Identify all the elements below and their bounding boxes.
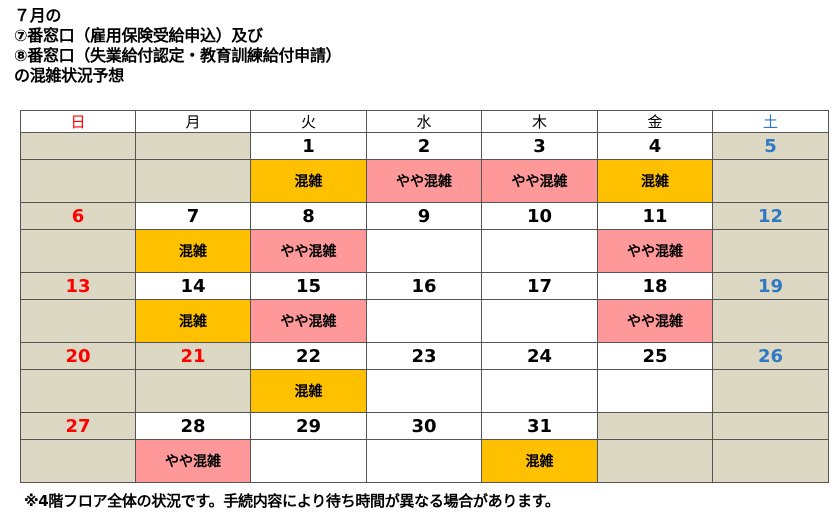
status-cell: [250, 439, 367, 483]
week-4-status-row: 混雑: [20, 369, 829, 413]
status-cell: [20, 229, 136, 273]
title-line-4: の混雑状況予想: [14, 66, 124, 85]
date-cell: 18: [597, 272, 713, 300]
status-busy: 混雑: [250, 159, 367, 203]
status-cell: [135, 159, 251, 203]
page-title: ７月の ⑦番窓口（雇用保険受給申込）及び ⑧番窓口（失業給付認定・教育訓練給付申…: [14, 6, 342, 86]
status-cell: [481, 229, 598, 273]
status-busy: 混雑: [250, 369, 367, 413]
date-cell: 2: [366, 132, 482, 160]
date-cell: [597, 412, 713, 440]
date-cell: 13: [20, 272, 136, 300]
date-cell: [712, 412, 829, 440]
date-cell: 20: [20, 342, 136, 370]
status-busy: 混雑: [135, 229, 251, 273]
status-cell: [20, 439, 136, 483]
date-cell: 27: [20, 412, 136, 440]
date-cell: 15: [250, 272, 367, 300]
title-line-2: ⑦番窓口（雇用保険受給申込）及び: [14, 26, 263, 45]
date-cell: 7: [135, 202, 251, 230]
date-cell: 14: [135, 272, 251, 300]
date-cell: 1: [250, 132, 367, 160]
weekday-header-sat: 土: [712, 110, 829, 133]
date-cell: 26: [712, 342, 829, 370]
weekday-header-tue: 火: [250, 110, 367, 133]
date-cell: 4: [597, 132, 713, 160]
date-cell: 16: [366, 272, 482, 300]
status-somewhat-busy: やや混雑: [250, 299, 367, 343]
status-somewhat-busy: やや混雑: [135, 439, 251, 483]
status-somewhat-busy: やや混雑: [597, 299, 713, 343]
status-somewhat-busy: やや混雑: [597, 229, 713, 273]
date-cell: 23: [366, 342, 482, 370]
date-cell: 21: [135, 342, 251, 370]
date-cell: 11: [597, 202, 713, 230]
weekday-header-wed: 水: [366, 110, 482, 133]
date-cell: [135, 132, 251, 160]
date-cell: 10: [481, 202, 598, 230]
footer-note: ※4階フロア全体の状況です。手続内容により待ち時間が異なる場合があります。: [24, 492, 560, 510]
date-cell: 28: [135, 412, 251, 440]
week-2-status-row: 混雑 やや混雑 やや混雑: [20, 229, 829, 273]
status-cell: [20, 299, 136, 343]
week-5-status-row: やや混雑 混雑: [20, 439, 829, 483]
date-cell: 25: [597, 342, 713, 370]
week-2-date-row: 6 7 8 9 10 11 12: [20, 202, 829, 230]
title-line-1: ７月の: [14, 6, 62, 25]
date-cell: 31: [481, 412, 598, 440]
status-cell: [597, 439, 713, 483]
date-cell: 5: [712, 132, 829, 160]
date-cell: 9: [366, 202, 482, 230]
status-busy: 混雑: [135, 299, 251, 343]
status-cell: [481, 299, 598, 343]
weekday-header-mon: 月: [135, 110, 251, 133]
status-somewhat-busy: やや混雑: [250, 229, 367, 273]
weekday-header-sun: 日: [20, 110, 136, 133]
date-cell: 30: [366, 412, 482, 440]
weekday-header-fri: 金: [597, 110, 713, 133]
title-line-3: ⑧番窓口（失業給付認定・教育訓練給付申請）: [14, 46, 342, 65]
status-cell: [366, 299, 482, 343]
week-1-status-row: 混雑 やや混雑 やや混雑 混雑: [20, 159, 829, 203]
status-cell: [712, 439, 829, 483]
status-somewhat-busy: やや混雑: [481, 159, 598, 203]
date-cell: [20, 132, 136, 160]
date-cell: 8: [250, 202, 367, 230]
week-3-status-row: 混雑 やや混雑 やや混雑: [20, 299, 829, 343]
date-cell: 6: [20, 202, 136, 230]
week-3-date-row: 13 14 15 16 17 18 19: [20, 272, 829, 300]
date-cell: 24: [481, 342, 598, 370]
status-cell: [712, 229, 829, 273]
date-cell: 12: [712, 202, 829, 230]
weekday-header-row: 日月火水木金土: [20, 110, 829, 133]
status-cell: [135, 369, 251, 413]
status-cell: [20, 159, 136, 203]
date-cell: 22: [250, 342, 367, 370]
status-cell: [712, 159, 829, 203]
status-cell: [366, 229, 482, 273]
status-busy: 混雑: [597, 159, 713, 203]
congestion-calendar: 日月火水木金土 1 2 3 4 5 混雑 やや混雑 やや混雑 混雑 6 7 8 9 10 11 12 混雑 やや混雑…: [20, 110, 829, 483]
week-4-date-row: 20 21 22 23 24 25 26: [20, 342, 829, 370]
date-cell: 19: [712, 272, 829, 300]
status-cell: [597, 369, 713, 413]
status-cell: [481, 369, 598, 413]
date-cell: 29: [250, 412, 367, 440]
status-cell: [366, 369, 482, 413]
date-cell: 3: [481, 132, 598, 160]
status-cell: [366, 439, 482, 483]
weekday-header-thu: 木: [481, 110, 598, 133]
status-cell: [20, 369, 136, 413]
status-somewhat-busy: やや混雑: [366, 159, 482, 203]
week-5-date-row: 27 28 29 30 31: [20, 412, 829, 440]
status-busy: 混雑: [481, 439, 598, 483]
status-cell: [712, 369, 829, 413]
date-cell: 17: [481, 272, 598, 300]
status-cell: [712, 299, 829, 343]
